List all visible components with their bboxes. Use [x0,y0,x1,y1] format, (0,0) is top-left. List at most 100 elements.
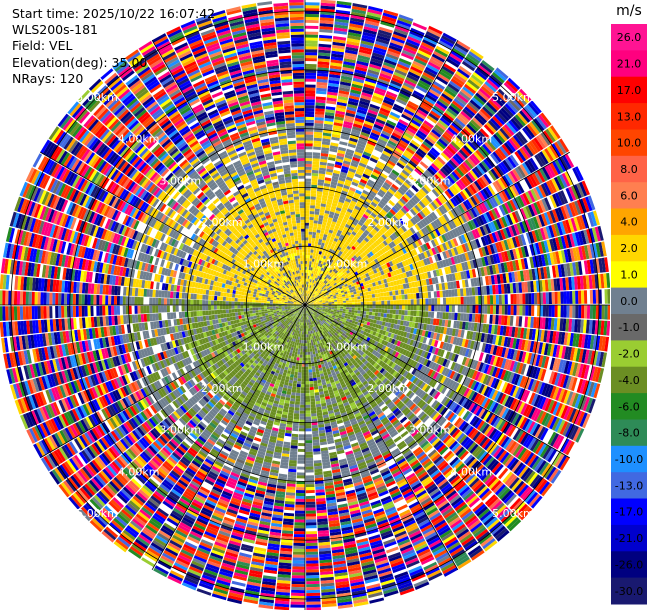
velocity-gate [422,140,432,150]
velocity-gate [330,288,334,292]
velocity-gate [542,226,549,240]
velocity-gate [369,308,373,312]
velocity-gate [416,267,422,275]
velocity-gate [344,293,349,297]
velocity-gate [395,314,399,320]
velocity-gate [311,282,314,286]
velocity-gate [310,270,313,274]
velocity-gate [468,230,475,240]
velocity-gate [343,216,349,221]
velocity-gate [434,142,444,152]
velocity-gate [581,180,590,196]
velocity-gate [447,240,453,249]
velocity-gate [312,167,319,171]
velocity-gate [307,293,309,297]
velocity-gate [399,90,411,98]
velocity-gate [464,242,470,252]
velocity-gate [328,79,340,85]
velocity-gate [325,106,336,111]
velocity-gate [458,149,469,159]
velocity-gate [378,189,386,196]
velocity-gate [480,214,488,225]
velocity-gate [574,166,584,181]
velocity-gate [380,270,385,276]
velocity-gate [406,38,420,47]
velocity-gate [512,168,521,181]
velocity-gate [393,435,402,443]
velocity-gate [385,145,394,152]
velocity-gate [351,294,355,298]
velocity-gate [321,274,325,278]
velocity-gate [331,279,335,283]
velocity-gate [313,290,316,294]
velocity-gate [343,302,347,305]
velocity-gate [322,218,328,223]
velocity-gate [329,294,333,297]
velocity-gate [340,263,345,268]
velocity-gate [313,295,317,298]
velocity-gate [325,256,329,261]
velocity-gate [305,269,307,273]
velocity-gate [342,287,347,291]
velocity-gate [313,300,316,302]
velocity-gate [464,187,473,197]
velocity-gate [434,102,446,112]
velocity-gate [405,41,419,50]
velocity-gate [330,295,334,298]
velocity-gate [461,253,467,262]
velocity-gate [455,216,462,226]
velocity-gate [404,79,417,88]
velocity-gate [422,243,429,251]
velocity-gate [337,301,341,304]
velocity-gate [450,141,461,151]
velocity-gate [565,203,574,218]
velocity-gate [327,85,339,90]
velocity-gate [314,244,318,248]
velocity-gate [366,72,379,79]
velocity-gate [548,292,552,304]
velocity-gate [348,307,352,310]
velocity-gate [448,159,458,169]
velocity-gate [404,252,410,260]
velocity-gate [494,180,504,191]
velocity-gate [349,23,364,29]
velocity-gate [477,64,491,76]
velocity-gate [359,46,373,52]
velocity-gate [527,218,534,231]
velocity-gate [339,211,346,217]
velocity-gate [413,57,427,67]
velocity-gate [450,50,465,61]
velocity-gate [312,293,315,297]
velocity-gate [317,223,322,228]
velocity-gate [416,299,420,305]
velocity-gate [315,99,326,104]
velocity-gate [350,86,362,92]
velocity-gate [383,258,389,264]
velocity-gate [360,275,364,280]
velocity-gate [509,154,519,167]
velocity-gate [409,263,414,270]
velocity-gate [398,227,405,234]
velocity-gate [410,299,414,305]
velocity-gate [396,256,402,263]
velocity-gate [353,259,358,265]
velocity-gate [476,227,484,237]
velocity-gate [395,22,411,31]
velocity-gate [340,282,345,287]
velocity-gate [467,197,476,208]
velocity-gate [305,234,309,238]
velocity-gate [318,52,331,57]
velocity-gate [390,271,395,277]
velocity-gate [324,177,332,182]
velocity-gate [359,258,365,264]
velocity-gate [368,63,382,70]
velocity-gate [317,226,322,231]
velocity-gate [428,203,436,212]
velocity-gate [375,215,382,222]
velocity-gate [316,232,320,236]
velocity-gate [306,290,308,294]
velocity-gate [388,266,393,272]
velocity-gate [388,174,397,181]
velocity-gate [319,248,323,252]
velocity-gate [307,301,310,304]
